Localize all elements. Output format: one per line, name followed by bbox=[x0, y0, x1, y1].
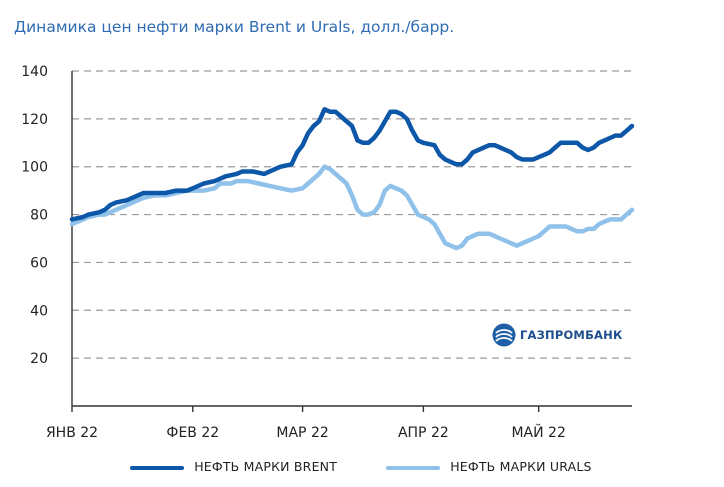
legend-label-brent: НЕФТЬ МАРКИ BRENT bbox=[194, 459, 338, 474]
y-tick-label-120: 120 bbox=[21, 112, 48, 128]
y-tick-label-60: 60 bbox=[30, 255, 48, 271]
y-tick-label-100: 100 bbox=[21, 160, 48, 176]
gazprombank-logo-icon bbox=[492, 323, 516, 347]
y-tick-label-80: 80 bbox=[30, 208, 48, 224]
legend-swatch-brent bbox=[130, 465, 184, 470]
gazprombank-logo-text: ГАЗПРОМБАНК bbox=[520, 328, 623, 342]
y-tick-label-20: 20 bbox=[30, 351, 48, 367]
x-tick-label-1: ФЕВ 22 bbox=[166, 425, 219, 441]
series-lines bbox=[69, 107, 635, 251]
y-tick-label-40: 40 bbox=[30, 303, 48, 319]
x-tick-label-3: АПР 22 bbox=[398, 425, 449, 441]
grid-lines bbox=[72, 70, 632, 359]
x-axis-ticks: ЯНВ 22 ФЕВ 22 МАР 22 АПР 22 МАЙ 22 bbox=[46, 406, 566, 441]
x-tick-label-2: МАР 22 bbox=[276, 425, 328, 441]
legend-item-urals: НЕФТЬ МАРКИ URALS bbox=[386, 459, 592, 474]
y-tick-label-140: 140 bbox=[21, 64, 48, 80]
legend-label-urals: НЕФТЬ МАРКИ URALS bbox=[450, 459, 592, 474]
gazprombank-logo: ГАЗПРОМБАНК bbox=[491, 322, 623, 348]
x-tick-label-0: ЯНВ 22 bbox=[46, 425, 98, 441]
x-tick-label-4: МАЙ 22 bbox=[511, 423, 565, 441]
legend-swatch-urals bbox=[386, 465, 440, 470]
axes bbox=[71, 71, 632, 407]
y-axis-ticks: 20 40 60 80 100 120 140 bbox=[21, 64, 48, 367]
chart-title: Динамика цен нефти марки Brent и Urals, … bbox=[14, 18, 455, 36]
brent-price-line bbox=[69, 107, 635, 222]
legend-item-brent: НЕФТЬ МАРКИ BRENT bbox=[130, 459, 337, 474]
urals-price-line bbox=[69, 164, 635, 251]
